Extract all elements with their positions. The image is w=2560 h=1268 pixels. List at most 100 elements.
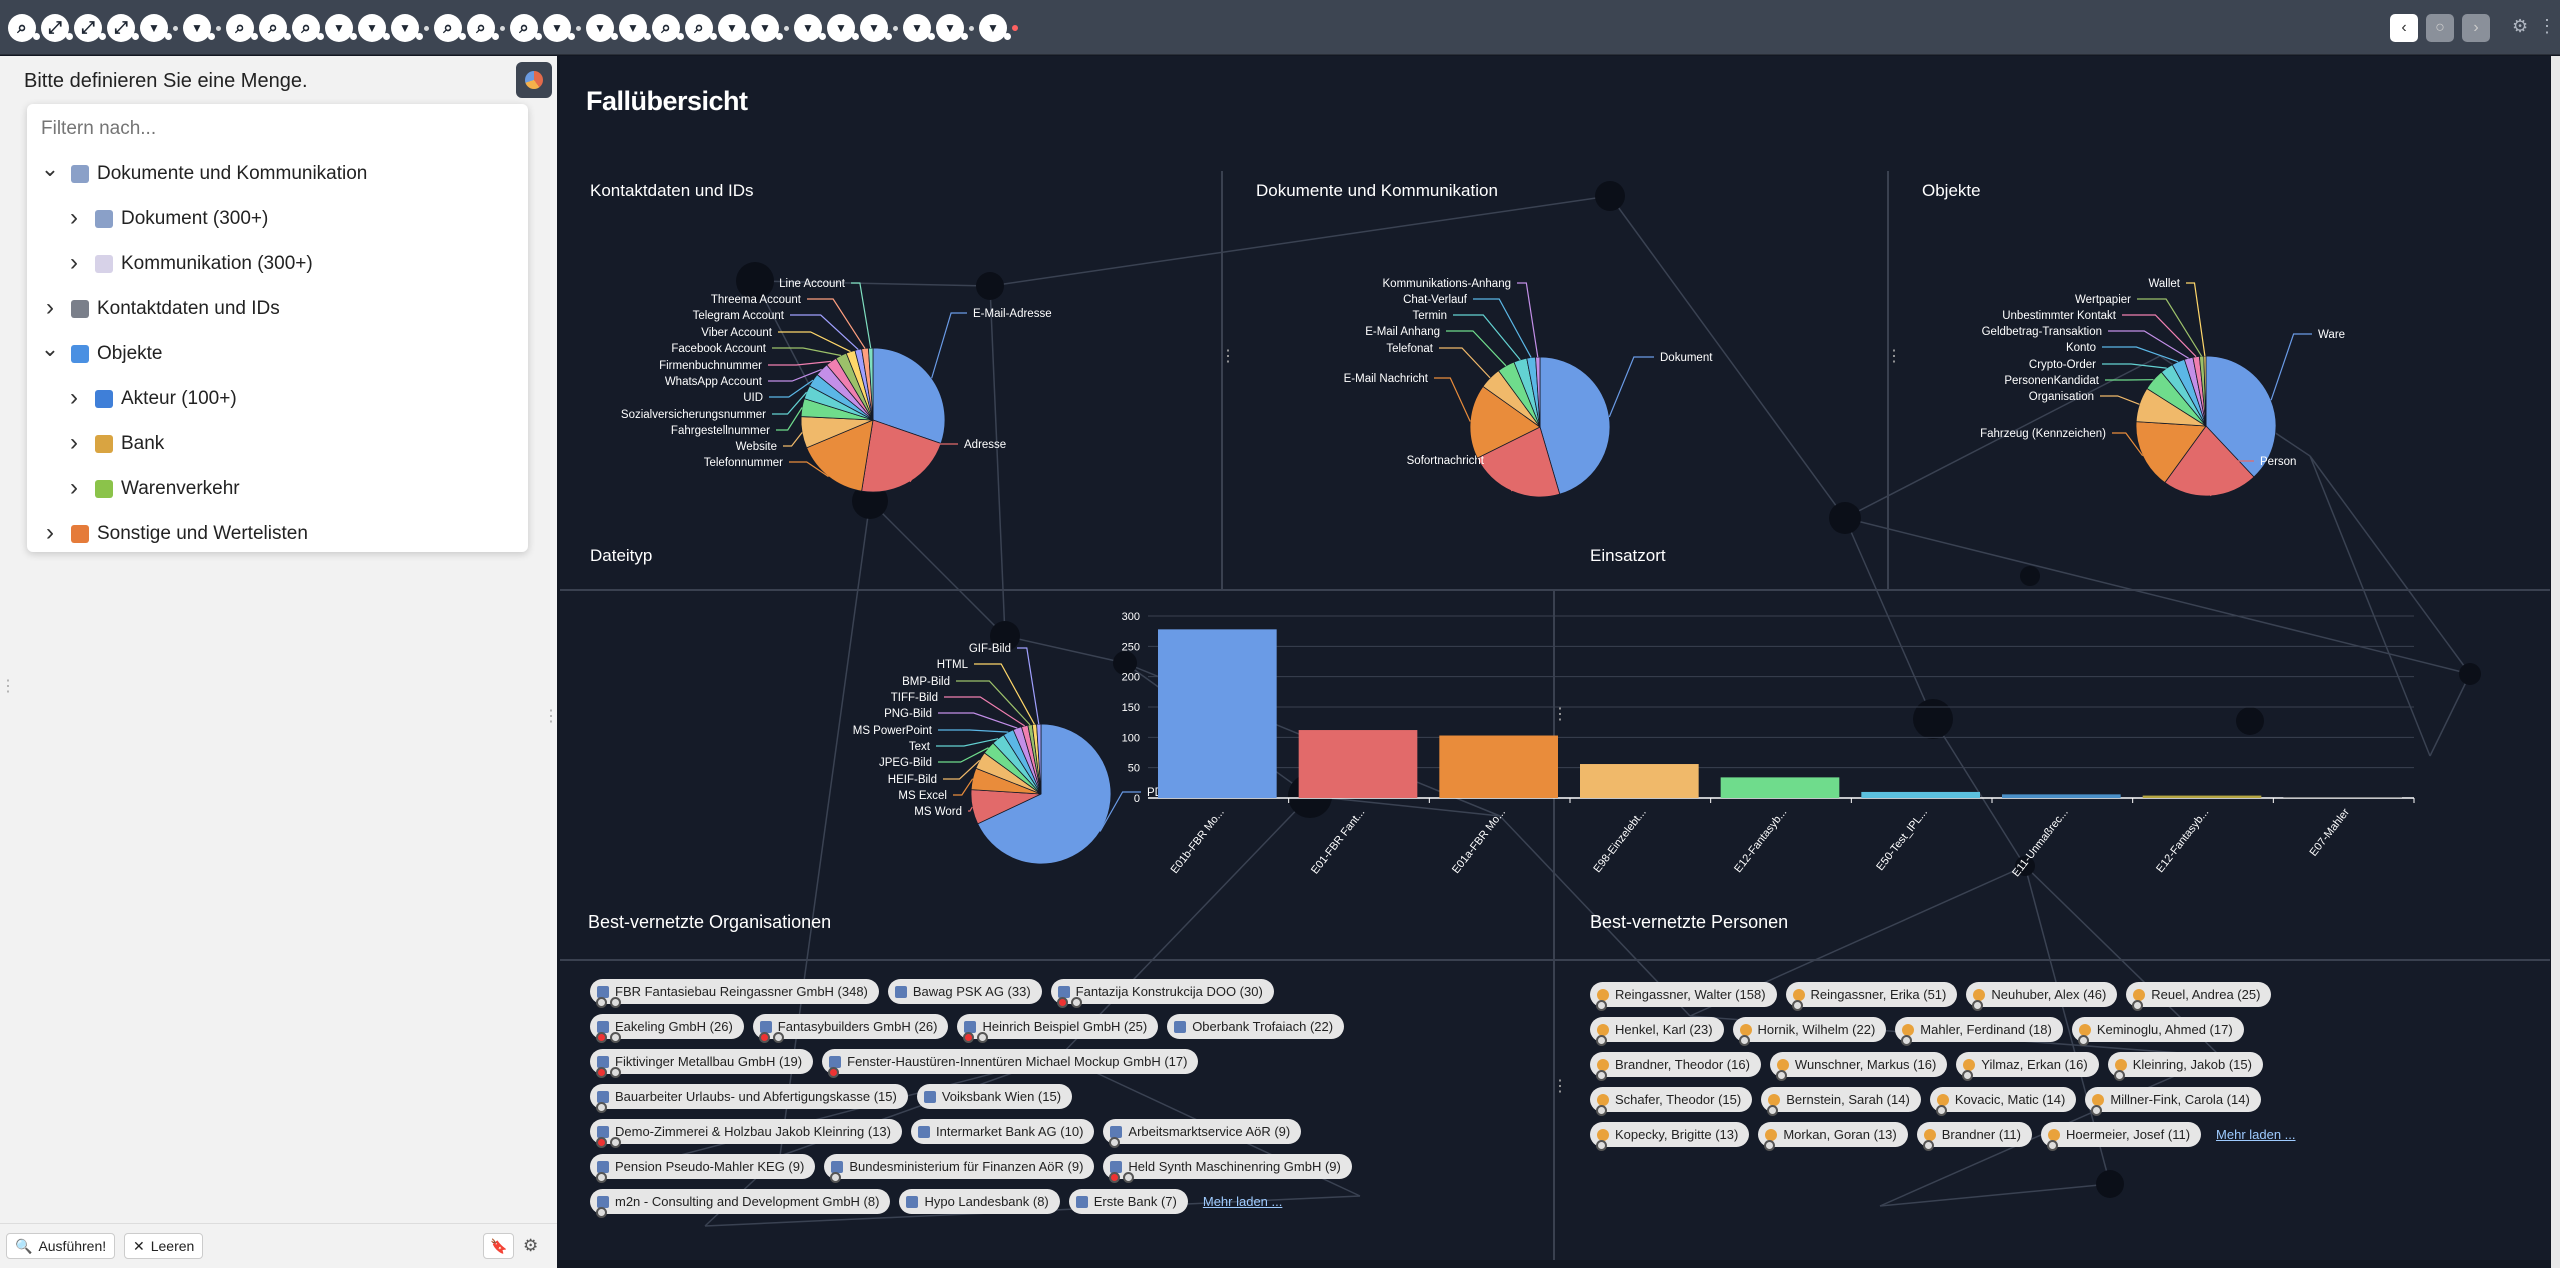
person-chip[interactable]: Neuhuber, Alex (46) — [1966, 982, 2118, 1011]
organization-chip[interactable]: Pension Pseudo-Mahler KEG (9) — [590, 1154, 816, 1183]
filter-icon[interactable]: ▼ — [325, 14, 357, 42]
tree-item[interactable]: ⌄ Dokumente und Kommunikation — [27, 152, 528, 196]
zoom-icon[interactable]: ⌕ — [685, 14, 717, 42]
refresh-button[interactable]: ○ — [2426, 14, 2454, 42]
person-chip[interactable]: Bernstein, Sarah (14) — [1761, 1087, 1921, 1116]
filter-icon[interactable]: ▼ — [827, 14, 859, 42]
pie-slice[interactable] — [1535, 356, 1541, 428]
person-chip[interactable]: Morkan, Goran (13) — [1758, 1122, 1908, 1151]
filter-icon[interactable]: ▼ — [619, 14, 651, 42]
run-button[interactable]: 🔍 Ausführen! — [6, 1233, 116, 1259]
settings-button[interactable]: ⚙ — [515, 1233, 546, 1259]
pie-slice[interactable] — [2135, 421, 2207, 484]
person-chip[interactable]: Reingassner, Walter (158) — [1590, 982, 1777, 1011]
person-chip[interactable]: Mahler, Ferdinand (18) — [1895, 1017, 2063, 1046]
filter-icon[interactable]: ▼ — [860, 14, 892, 42]
bar[interactable] — [2002, 794, 2121, 798]
chevron-right-icon[interactable]: › — [70, 248, 78, 276]
resize-grip-icon[interactable]: ⋮ — [0, 678, 16, 695]
bar[interactable] — [1580, 764, 1699, 798]
tree-item[interactable]: › Warenverkehr — [27, 467, 528, 511]
organization-chip[interactable]: Eakeling GmbH (26) — [590, 1014, 744, 1043]
chevron-right-icon[interactable]: › — [70, 473, 78, 501]
filter-icon[interactable]: ▼ — [586, 14, 618, 42]
organization-chip[interactable]: Intermarket Bank AG (10) — [911, 1119, 1095, 1144]
more-icon[interactable]: ⋮ — [2538, 16, 2556, 36]
zoom-icon[interactable]: ⌕ — [652, 14, 684, 42]
filter-icon[interactable]: ▼ — [391, 14, 423, 42]
zoom-icon[interactable]: ⌕ — [8, 14, 40, 42]
tree-item[interactable]: › Dokument (300+) — [27, 197, 528, 241]
person-chip[interactable]: Henkel, Karl (23) — [1590, 1017, 1724, 1046]
filter-icon[interactable]: ▼ — [751, 14, 783, 42]
person-chip[interactable]: Wunschner, Markus (16) — [1769, 1052, 1948, 1081]
organization-chip[interactable]: Bundesministerium für Finanzen AöR (9) — [824, 1154, 1095, 1183]
chevron-down-icon[interactable]: ⌄ — [40, 156, 60, 181]
person-chip[interactable]: Reingassner, Erika (51) — [1785, 982, 1958, 1011]
chevron-right-icon[interactable]: › — [46, 518, 54, 546]
organization-chip[interactable]: Oberbank Trofaiach (22) — [1167, 1014, 1345, 1039]
filter-icon[interactable]: ▼ — [543, 14, 575, 42]
bar[interactable] — [1158, 629, 1277, 798]
bar[interactable] — [1861, 791, 1980, 798]
person-chip[interactable]: Kovacic, Matic (14) — [1929, 1087, 2077, 1116]
expand-icon[interactable]: ⤢ — [41, 14, 73, 42]
pie-slice[interactable] — [1539, 356, 1611, 495]
resize-grip-icon[interactable]: ⋮ — [1552, 1078, 1568, 1095]
filter-icon[interactable]: ▼ — [183, 14, 215, 42]
tree-item[interactable]: › Kontaktdaten und IDs — [27, 287, 528, 331]
resize-grip-icon[interactable]: ⋮ — [543, 708, 559, 725]
filter-icon[interactable]: ▼ — [718, 14, 750, 42]
person-chip[interactable]: Schafer, Theodor (15) — [1590, 1087, 1753, 1116]
chevron-right-icon[interactable]: › — [70, 203, 78, 231]
forward-button[interactable]: › — [2462, 14, 2490, 42]
tree-item[interactable]: › Akteur (100+) — [27, 377, 528, 421]
organization-chip[interactable]: Fantazija Konstrukcija DOO (30) — [1050, 979, 1274, 1008]
filter-input[interactable] — [41, 112, 511, 146]
organization-chip[interactable]: Demo-Zimmerei & Holzbau Jakob Kleinring … — [590, 1119, 902, 1148]
organization-chip[interactable]: Fenster-Haustüren-Innentüren Michael Moc… — [822, 1049, 1199, 1078]
filter-icon[interactable]: ▼ — [794, 14, 826, 42]
bar[interactable] — [2142, 795, 2262, 798]
organization-chip[interactable]: Bawag PSK AG (33) — [887, 979, 1042, 1004]
resize-grip-icon[interactable]: ⋮ — [1220, 348, 1236, 365]
organization-chip[interactable]: Erste Bank (7) — [1068, 1189, 1188, 1214]
person-chip[interactable]: Kopecky, Brigitte (13) — [1590, 1122, 1750, 1151]
organization-chip[interactable]: FBR Fantasiebau Reingassner GmbH (348) — [590, 979, 879, 1008]
chevron-right-icon[interactable]: › — [70, 428, 78, 456]
chevron-right-icon[interactable]: › — [70, 383, 78, 411]
bar[interactable] — [2283, 797, 2402, 798]
resize-grip-icon[interactable]: ⋮ — [1552, 706, 1568, 723]
organization-chip[interactable]: Voiksbank Wien (15) — [916, 1084, 1073, 1109]
clear-button[interactable]: ✕ Leeren — [124, 1233, 204, 1259]
pie-slice[interactable] — [872, 347, 946, 445]
tree-item[interactable]: › Sonstige und Wertelisten — [27, 512, 528, 556]
filter-icon[interactable]: ▼ — [358, 14, 390, 42]
load-more-link[interactable]: Mehr laden ... — [2216, 1127, 2296, 1142]
pie-slice[interactable] — [2164, 425, 2255, 497]
organization-chip[interactable]: Heinrich Beispiel GmbH (25) — [957, 1014, 1159, 1043]
person-chip[interactable]: Keminoglu, Ahmed (17) — [2071, 1017, 2244, 1046]
bookmark-button[interactable]: 🔖 — [483, 1233, 515, 1259]
chevron-right-icon[interactable]: › — [46, 293, 54, 321]
organization-chip[interactable]: Fantasybuilders GmbH (26) — [752, 1014, 949, 1043]
zoom-icon[interactable]: ⌕ — [434, 14, 466, 42]
tree-item[interactable]: ⌄ Objekte — [27, 332, 528, 376]
organization-chip[interactable]: Arbeitsmarktservice AöR (9) — [1103, 1119, 1302, 1148]
person-chip[interactable]: Brandner, Theodor (16) — [1590, 1052, 1761, 1081]
zoom-icon[interactable]: ⌕ — [467, 14, 499, 42]
tree-item[interactable]: › Kommunikation (300+) — [27, 242, 528, 286]
pie-slice[interactable] — [806, 419, 874, 492]
pie-slice[interactable] — [1469, 385, 1541, 459]
zoom-icon[interactable]: ⌕ — [226, 14, 258, 42]
person-chip[interactable]: Millner-Fink, Carola (14) — [2085, 1087, 2261, 1116]
bar[interactable] — [1720, 777, 1840, 798]
back-button[interactable]: ‹ — [2390, 14, 2418, 42]
chevron-down-icon[interactable]: ⌄ — [40, 336, 60, 361]
organization-chip[interactable]: Bauarbeiter Urlaubs- und Abfertigungskas… — [590, 1084, 908, 1113]
person-chip[interactable]: Reuel, Andrea (25) — [2126, 982, 2272, 1011]
pie-slice[interactable] — [2203, 355, 2207, 427]
organization-chip[interactable]: Fiktivinger Metallbau GmbH (19) — [590, 1049, 814, 1078]
expand-icon[interactable]: ⤢ — [74, 14, 106, 42]
zoom-icon[interactable]: ⌕ — [292, 14, 324, 42]
